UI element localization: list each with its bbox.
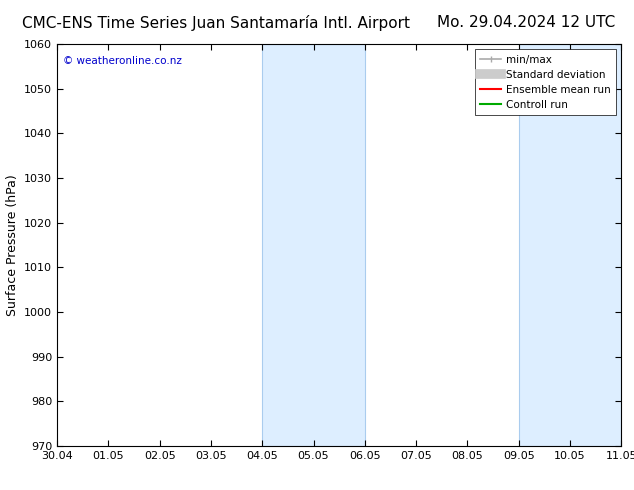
Y-axis label: Surface Pressure (hPa): Surface Pressure (hPa) bbox=[6, 174, 18, 316]
Bar bbox=[262, 44, 365, 446]
Bar bbox=[519, 44, 621, 446]
Text: Mo. 29.04.2024 12 UTC: Mo. 29.04.2024 12 UTC bbox=[437, 15, 615, 30]
Text: © weatheronline.co.nz: © weatheronline.co.nz bbox=[63, 56, 181, 66]
Text: CMC-ENS Time Series Juan Santamaría Intl. Airport: CMC-ENS Time Series Juan Santamaría Intl… bbox=[22, 15, 410, 31]
Legend: min/max, Standard deviation, Ensemble mean run, Controll run: min/max, Standard deviation, Ensemble me… bbox=[475, 49, 616, 115]
